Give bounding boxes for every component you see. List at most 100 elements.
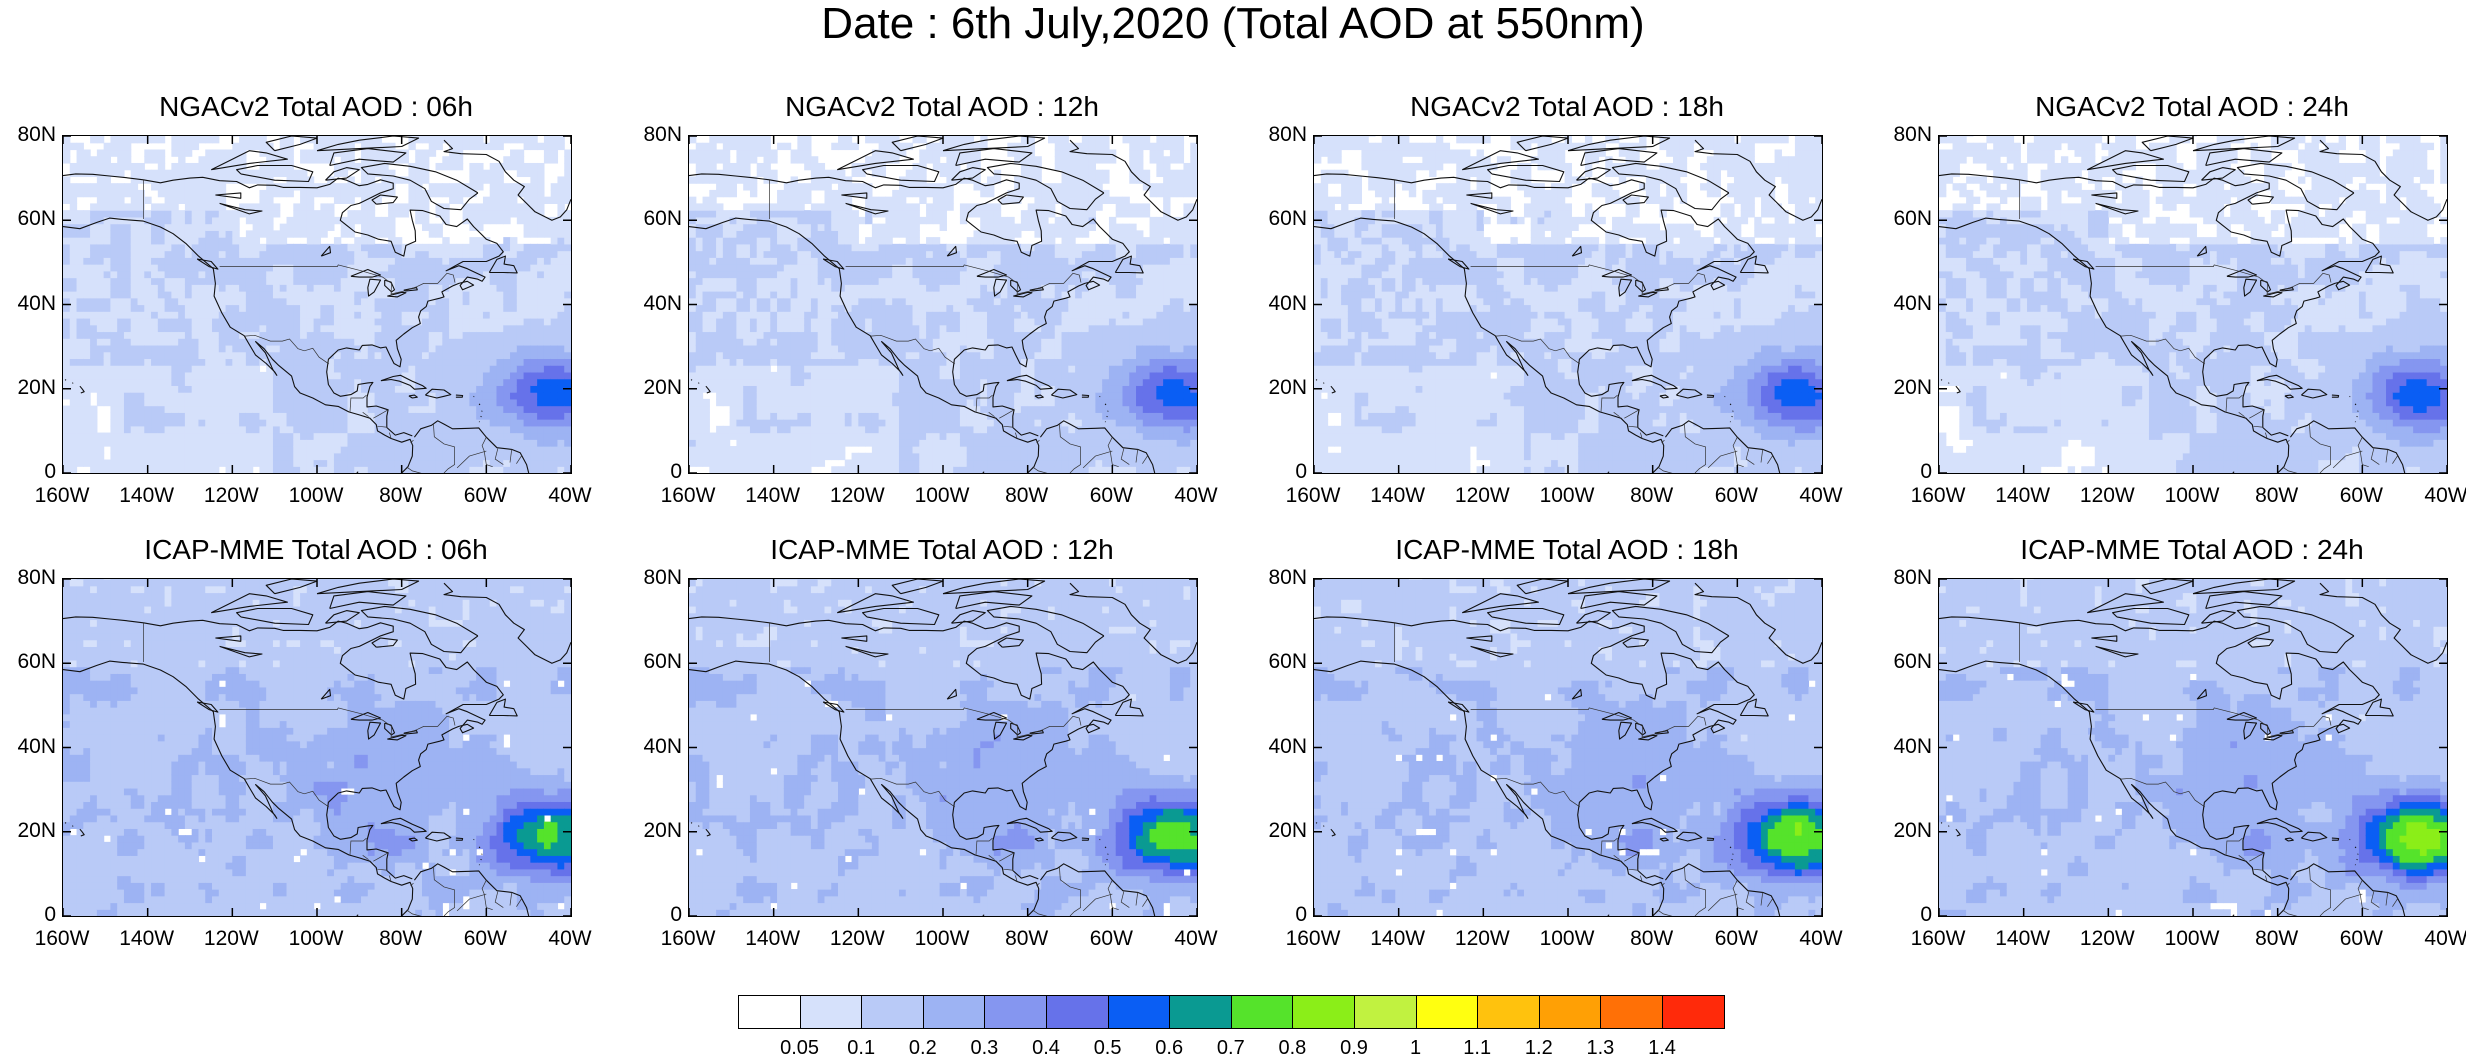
coastline-map-icon [62, 135, 572, 474]
lon-tick-label: 60W [2326, 484, 2396, 508]
colorbar-label: 0.7 [1206, 1037, 1256, 1060]
lat-tick-label: 20N [1247, 376, 1307, 400]
lon-tick-label: 60W [1076, 484, 1146, 508]
colorbar-swatch [800, 995, 863, 1029]
lon-tick-label: 100W [907, 927, 977, 951]
lat-tick-label: 20N [0, 819, 56, 843]
colorbar-label: 0.6 [1144, 1037, 1194, 1060]
lon-tick-label: 40W [535, 484, 605, 508]
main-title: Date : 6th July,2020 (Total AOD at 550nm… [0, 2, 2466, 46]
colorbar-label: 1.2 [1514, 1037, 1564, 1060]
lon-tick-label: 120W [196, 927, 266, 951]
colorbar-label: 0.05 [775, 1037, 825, 1060]
lon-tick-label: 100W [1532, 484, 1602, 508]
lat-tick-label: 40N [0, 735, 56, 759]
lon-tick-label: 100W [2157, 927, 2227, 951]
lat-tick-label: 80N [1247, 123, 1307, 147]
lat-tick-label: 40N [622, 735, 682, 759]
lon-tick-label: 120W [1447, 484, 1517, 508]
lon-tick-label: 120W [822, 927, 892, 951]
lon-tick-label: 160W [1278, 927, 1348, 951]
lon-tick-label: 60W [1701, 484, 1771, 508]
panel-title: NGACv2 Total AOD : 24h [1838, 91, 2466, 123]
lat-tick-label: 40N [622, 292, 682, 316]
colorbar-swatch [1169, 995, 1232, 1029]
lon-tick-label: 40W [1161, 484, 1231, 508]
lat-tick-label: 60N [1247, 650, 1307, 674]
lat-tick-label: 20N [622, 376, 682, 400]
lat-tick-label: 60N [622, 650, 682, 674]
lon-tick-label: 80W [2242, 927, 2312, 951]
lon-tick-label: 100W [907, 484, 977, 508]
lon-tick-label: 140W [1363, 484, 1433, 508]
colorbar-swatch [1354, 995, 1417, 1029]
panel-title: ICAP-MME Total AOD : 12h [588, 534, 1296, 566]
lat-tick-label: 80N [622, 123, 682, 147]
colorbar-swatch [1108, 995, 1171, 1029]
lat-tick-label: 0 [622, 903, 682, 927]
lat-tick-label: 80N [0, 123, 56, 147]
lat-tick-label: 60N [1872, 207, 1932, 231]
colorbar-label: 0.2 [898, 1037, 948, 1060]
lon-tick-label: 140W [738, 927, 808, 951]
coastline-map-icon [688, 135, 1198, 474]
lat-tick-label: 80N [1247, 566, 1307, 590]
colorbar-swatch [1231, 995, 1294, 1029]
lat-tick-label: 20N [0, 376, 56, 400]
lon-tick-label: 80W [366, 927, 436, 951]
panel-title: ICAP-MME Total AOD : 24h [1838, 534, 2466, 566]
coastline-map-icon [688, 578, 1198, 917]
coastline-map-icon [1313, 578, 1823, 917]
lat-tick-label: 80N [0, 566, 56, 590]
lon-tick-label: 160W [27, 484, 97, 508]
lon-tick-label: 80W [366, 484, 436, 508]
colorbar-swatch [984, 995, 1047, 1029]
colorbar-label: 1.3 [1575, 1037, 1625, 1060]
lat-tick-label: 40N [1247, 292, 1307, 316]
lon-tick-label: 120W [2072, 927, 2142, 951]
lat-tick-label: 40N [1872, 292, 1932, 316]
lat-tick-label: 20N [1872, 819, 1932, 843]
lon-tick-label: 100W [281, 927, 351, 951]
lon-tick-label: 140W [112, 484, 182, 508]
lat-tick-label: 0 [622, 460, 682, 484]
lat-tick-label: 0 [1247, 903, 1307, 927]
lat-tick-label: 60N [1247, 207, 1307, 231]
lat-tick-label: 0 [0, 460, 56, 484]
colorbar-label: 1.1 [1452, 1037, 1502, 1060]
colorbar-swatch [1046, 995, 1109, 1029]
colorbar-label: 0.3 [959, 1037, 1009, 1060]
lat-tick-label: 40N [1872, 735, 1932, 759]
colorbar-swatch [1662, 995, 1725, 1029]
lat-tick-label: 60N [1872, 650, 1932, 674]
lon-tick-label: 80W [1617, 484, 1687, 508]
lon-tick-label: 80W [2242, 484, 2312, 508]
lon-tick-label: 80W [992, 484, 1062, 508]
colorbar-swatch [923, 995, 986, 1029]
lon-tick-label: 60W [1701, 927, 1771, 951]
lon-tick-label: 160W [1903, 484, 1973, 508]
lon-tick-label: 60W [1076, 927, 1146, 951]
colorbar-label: 1 [1391, 1037, 1441, 1060]
coastline-map-icon [1313, 135, 1823, 474]
panel-title: NGACv2 Total AOD : 06h [0, 91, 670, 123]
lat-tick-label: 0 [1872, 903, 1932, 927]
colorbar-label: 0.4 [1021, 1037, 1071, 1060]
colorbar-label: 0.1 [836, 1037, 886, 1060]
lon-tick-label: 120W [822, 484, 892, 508]
panel-title: NGACv2 Total AOD : 18h [1213, 91, 1921, 123]
lat-tick-label: 60N [0, 650, 56, 674]
lat-tick-label: 0 [1872, 460, 1932, 484]
lon-tick-label: 100W [1532, 927, 1602, 951]
panel-title: NGACv2 Total AOD : 12h [588, 91, 1296, 123]
lon-tick-label: 40W [2411, 484, 2466, 508]
lon-tick-label: 40W [1161, 927, 1231, 951]
lat-tick-label: 60N [0, 207, 56, 231]
coastline-map-icon [62, 578, 572, 917]
lon-tick-label: 160W [1903, 927, 1973, 951]
colorbar-swatch [1292, 995, 1355, 1029]
colorbar-label: 1.4 [1637, 1037, 1687, 1060]
colorbar-swatch [738, 995, 801, 1029]
colorbar-label: 0.5 [1083, 1037, 1133, 1060]
lat-tick-label: 20N [1247, 819, 1307, 843]
